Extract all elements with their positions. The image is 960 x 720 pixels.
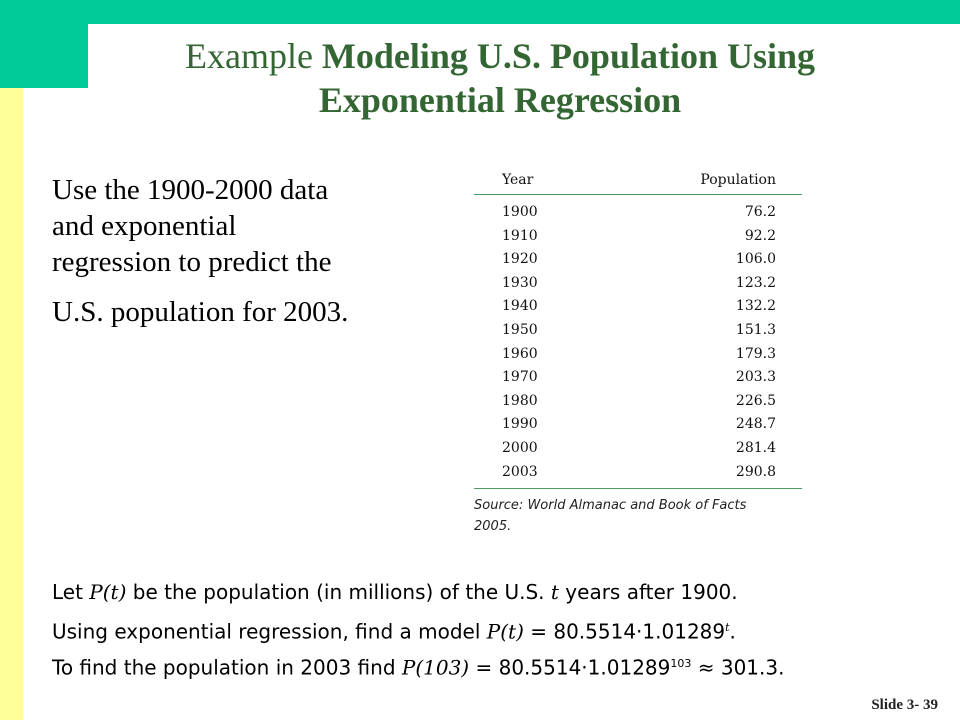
cell-population: 92.2 <box>744 227 776 244</box>
table-row: 2000 281.4 <box>474 437 802 461</box>
eq1-text-a: Let <box>52 580 90 604</box>
equation-line-2: Using exponential regression, find a mod… <box>52 610 784 646</box>
cell-year: 1950 <box>502 321 538 338</box>
table-body: 1900 76.2 1910 92.2 1920 106.0 1930 123.2 1940 13… <box>474 195 802 490</box>
eq1-text-c: years after 1900. <box>558 580 738 604</box>
cell-population: 179.3 <box>735 345 776 362</box>
table-row: 1930 123.2 <box>474 272 802 296</box>
table-row: 1970 203.3 <box>474 366 802 390</box>
cell-population: 281.4 <box>735 439 776 456</box>
cell-population: 248.7 <box>735 416 776 433</box>
eq2-function: P(t) <box>486 619 524 644</box>
equation-line-3: To find the population in 2003 find P(10… <box>52 646 784 682</box>
cell-year: 1900 <box>502 204 538 220</box>
table-row: 1920 106.0 <box>474 248 802 272</box>
eq1-function: P(t) <box>89 580 127 604</box>
table-row: 1980 226.5 <box>474 390 802 414</box>
cell-year: 1940 <box>502 298 538 315</box>
top-band <box>0 0 960 24</box>
table-row: 1950 151.3 <box>474 319 802 343</box>
table-row: 1900 76.2 <box>474 201 802 225</box>
title-prefix: Example <box>184 36 313 76</box>
cell-year: 1980 <box>502 392 538 409</box>
cell-year: 1930 <box>502 274 538 291</box>
table-row: 1990 248.7 <box>474 413 802 437</box>
equation-line-1: Let P(t) be the population (in millions)… <box>52 574 784 610</box>
table-header: Year Population <box>474 166 802 195</box>
header-year: Year <box>502 172 534 188</box>
intro-text: Use the 1900-2000 data and exponential r… <box>52 172 452 330</box>
source-line-2: 2005. <box>474 519 512 535</box>
left-sidebar <box>0 88 23 720</box>
population-table: Year Population 1900 76.2 1910 92.2 1920 106.… <box>474 166 802 537</box>
cell-population: 123.2 <box>735 274 776 291</box>
corner-block <box>0 0 88 88</box>
eq2-text-a: Using exponential regression, find a mod… <box>52 619 487 644</box>
eq2-exponent: t <box>725 621 730 634</box>
eq3-function: P(103) <box>401 655 470 680</box>
source-line-1: Source: World Almanac and Book of Facts <box>474 498 747 514</box>
eq2-formula: = 80.5514·1.01289 <box>523 619 726 644</box>
cell-year: 2003 <box>502 463 538 480</box>
cell-year: 1960 <box>502 345 538 362</box>
slide-number: Slide 3- 39 <box>871 697 938 713</box>
cell-year: 1970 <box>502 369 538 386</box>
eq3-result: ≈ 301.3. <box>691 655 785 680</box>
eq2-text-c: . <box>729 619 736 644</box>
eq1-text-b: be the population (in millions) of the U… <box>126 580 551 604</box>
intro-line-3: regression to predict the <box>52 246 332 278</box>
table-row: 1940 132.2 <box>474 295 802 319</box>
slide-title: Example Modeling U.S. Population Using E… <box>100 34 900 122</box>
cell-population: 226.5 <box>735 392 776 409</box>
table-source: Source: World Almanac and Book of Facts … <box>474 489 802 537</box>
cell-year: 1990 <box>502 416 538 433</box>
cell-population: 203.3 <box>735 369 776 386</box>
table-row: 2003 290.8 <box>474 461 802 485</box>
title-main: Modeling U.S. Population Using Exponenti… <box>318 36 816 120</box>
cell-year: 1920 <box>502 251 538 268</box>
table-row: 1910 92.2 <box>474 225 802 249</box>
cell-population: 290.8 <box>735 463 776 480</box>
cell-year: 1910 <box>502 227 538 244</box>
eq3-text-a: To find the population in 2003 find <box>52 655 402 680</box>
cell-population: 151.3 <box>735 321 776 338</box>
cell-year: 2000 <box>502 439 538 456</box>
eq1-variable: t <box>550 580 559 604</box>
cell-population: 106.0 <box>735 251 776 268</box>
table-row: 1960 179.3 <box>474 343 802 367</box>
eq3-exponent: 103 <box>670 657 692 670</box>
equations: Let P(t) be the population (in millions)… <box>52 574 784 682</box>
eq3-formula: = 80.5514·1.01289 <box>469 655 671 680</box>
cell-population: 76.2 <box>744 204 776 220</box>
header-population: Population <box>700 172 776 188</box>
intro-line-2: and exponential <box>52 210 237 242</box>
intro-line-4: U.S. population for 2003. <box>52 296 349 328</box>
intro-line-1: Use the 1900-2000 data <box>52 174 329 206</box>
cell-population: 132.2 <box>735 298 776 315</box>
